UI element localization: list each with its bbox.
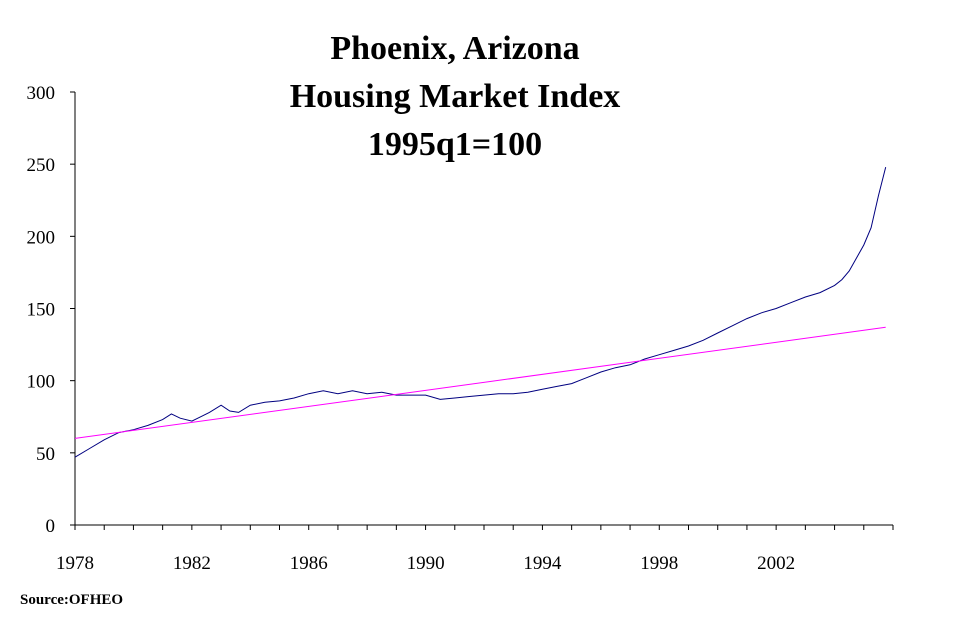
series-line-1 — [74, 166, 887, 458]
y-tick-label: 0 — [46, 516, 56, 537]
x-tick-label: 1998 — [640, 553, 678, 574]
x-tick-label: 1978 — [56, 553, 94, 574]
x-tick-label: 1990 — [407, 553, 445, 574]
x-tick-label: 2002 — [757, 553, 795, 574]
chart-title-line-2: Housing Market Index — [289, 78, 621, 115]
y-tick-label: 100 — [27, 372, 56, 393]
source-note: Source:OFHEO — [20, 592, 124, 608]
x-tick-label: 1986 — [290, 553, 328, 574]
chart-title-line-1: Phoenix, Arizona — [330, 30, 580, 67]
y-tick-label: 150 — [27, 300, 56, 321]
y-tick-label: 300 — [27, 83, 56, 104]
y-tick-label: 200 — [27, 227, 56, 248]
series-line-2 — [74, 326, 886, 439]
chart-title-line-3: 1995q1=100 — [367, 126, 543, 163]
y-tick-label: 250 — [27, 155, 56, 176]
x-tick-label: 1982 — [173, 553, 211, 574]
y-tick-label: 50 — [36, 444, 55, 465]
x-tick-label: 1994 — [523, 553, 562, 574]
